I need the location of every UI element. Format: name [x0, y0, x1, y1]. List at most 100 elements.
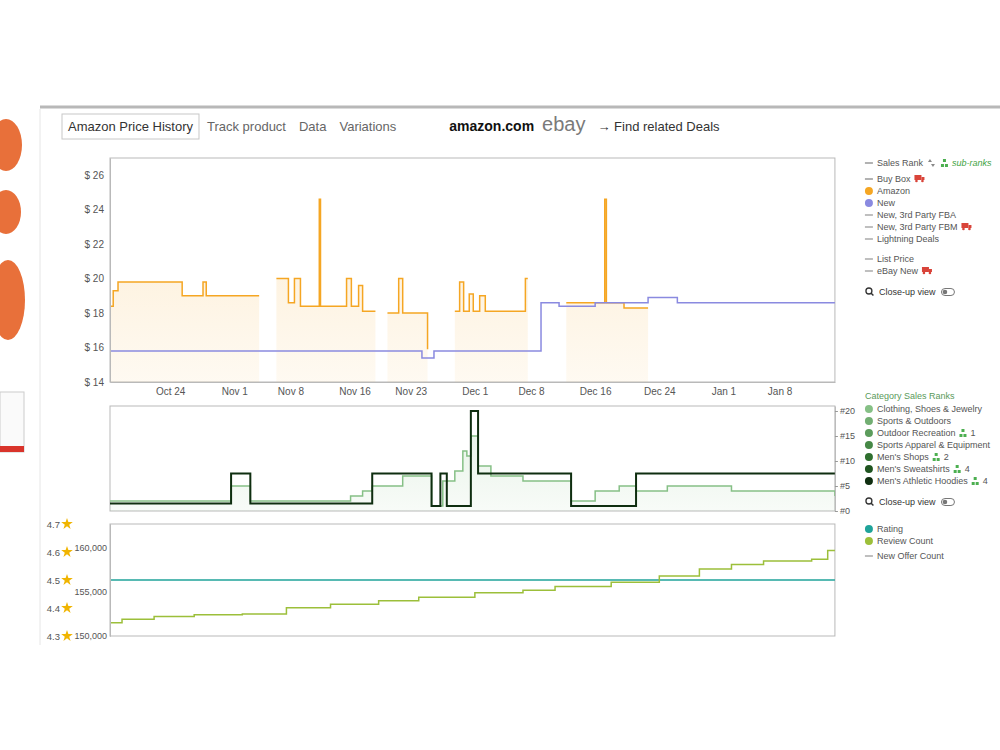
legend-marker [865, 258, 873, 260]
legend-item[interactable]: eBay New [865, 266, 932, 276]
legend-item[interactable]: Outdoor Recreation1 [865, 428, 976, 438]
closeup-toggle[interactable]: Close-up view [866, 497, 955, 507]
legend-label: Amazon [877, 186, 910, 196]
sub-rank-icon [954, 465, 961, 473]
shipping-icon [914, 175, 924, 182]
sub-ranks-link[interactable]: sub-ranks [952, 158, 992, 168]
legend-label: Review Count [877, 536, 934, 546]
store-logo[interactable]: ebay [542, 113, 585, 135]
magnifier-icon [871, 293, 874, 296]
tick-label: 160,000 [74, 543, 107, 553]
legend-item[interactable]: New Offer Count [865, 551, 944, 561]
legend-label: Outdoor Recreation [877, 428, 956, 438]
legend-label: New, 3rd Party FBA [877, 210, 956, 220]
rating-stars [61, 518, 73, 641]
legend-marker [865, 199, 873, 207]
legend-label: Rating [877, 524, 903, 534]
tab[interactable]: Track product [207, 119, 286, 134]
tick: Nov 8 [278, 382, 305, 397]
plot-area [110, 411, 835, 511]
tick-label: Nov 1 [222, 386, 249, 397]
tab[interactable]: Data [299, 119, 327, 134]
series-line [110, 579, 835, 581]
legend-item[interactable]: Men's Shops2 [865, 452, 949, 462]
tick: Nov 1 [222, 382, 249, 397]
legend-marker [865, 555, 873, 557]
legend-item[interactable]: Men's Sweatshirts4 [865, 464, 970, 474]
legend-item[interactable]: New, 3rd Party FBA [865, 210, 956, 220]
legend-item[interactable]: Men's Athletic Hoodies4 [865, 476, 988, 486]
closeup-toggle[interactable]: Close-up view [866, 287, 955, 297]
tick-label: 4.4 [47, 603, 60, 614]
legend-item[interactable]: Sports Apparel & Equipment [865, 440, 991, 450]
store-logo[interactable]: amazon.com [449, 118, 534, 134]
series-line [110, 436, 835, 506]
icon-part [958, 470, 961, 473]
tab[interactable]: Variations [339, 119, 396, 134]
icon-part [922, 267, 929, 272]
tick-label: 4.7 [47, 519, 60, 530]
legend-marker [865, 214, 873, 216]
product-thumbnails [0, 119, 25, 452]
axis-line [111, 382, 836, 383]
tick-label: Oct 24 [156, 386, 186, 397]
icon-part [929, 269, 932, 272]
legend-item[interactable]: New, 3rd Party FBM [865, 222, 972, 232]
legend-marker [865, 238, 873, 240]
legend-item[interactable]: New [865, 198, 896, 208]
chart-panel: 4.34.44.54.64.7150,000155,000160,000 [47, 518, 835, 642]
icon-part [972, 482, 975, 485]
icon-part [933, 458, 936, 461]
legend-item[interactable]: Rating [865, 524, 903, 534]
plot-area [110, 199, 835, 382]
legend-item[interactable]: Lightning Deals [865, 234, 940, 244]
legend-marker [865, 417, 873, 425]
tick-mark [835, 411, 838, 412]
tick: #15 [835, 431, 855, 441]
icon-part [941, 164, 944, 167]
legend-marker [865, 441, 873, 449]
tick-label: Nov 16 [339, 386, 371, 397]
background [0, 0, 1000, 750]
plot-frame [110, 158, 835, 382]
series-line [110, 199, 648, 349]
plot-frame [110, 406, 835, 511]
tick-mark [835, 436, 838, 437]
tick: Jan 1 [712, 382, 737, 397]
legend-item[interactable]: Sales Ranksub-ranks [865, 158, 992, 168]
tick-mark [835, 461, 838, 462]
legend-label: Sports & Outdoors [877, 416, 952, 426]
axis: 150,000155,000160,000 [74, 525, 110, 642]
legend-marker [865, 178, 873, 180]
legend-item[interactable]: Amazon [865, 186, 910, 196]
toggle-knob [943, 290, 948, 295]
legend-label: New, 3rd Party FBM [877, 222, 958, 232]
axis: #0#5#10#15#20 [835, 406, 855, 516]
legend-item[interactable]: Sports & Outdoors [865, 416, 952, 426]
deals-link[interactable]: → Find related Deals [597, 119, 720, 134]
tick-label: $ 22 [85, 239, 105, 250]
legend-item[interactable]: List Price [865, 254, 914, 264]
legend-marker [865, 226, 873, 228]
chart-panel: #0#5#10#15#20 [110, 406, 855, 516]
legend-item[interactable]: Review Count [865, 536, 934, 546]
tick-label: #10 [840, 456, 855, 466]
legend: Sales Ranksub-ranks Buy Box Amazon New New, … [865, 158, 992, 297]
legend-label: List Price [877, 254, 914, 264]
icon-part [961, 429, 964, 432]
legend: Category Sales RanksClothing, Shoes & Je… [865, 391, 991, 507]
icon-part [935, 453, 938, 456]
product-thumbnail [0, 260, 25, 340]
icon-part [931, 164, 935, 167]
legend-item[interactable]: Clothing, Shoes & Jewelry [865, 404, 983, 414]
tick: Nov 16 [339, 382, 371, 397]
tick: #20 [835, 406, 855, 416]
tab[interactable]: Amazon Price History [68, 119, 193, 134]
axis-line [835, 407, 836, 512]
legend-label: Lightning Deals [877, 234, 940, 244]
product-thumbnail [0, 190, 21, 234]
legend-item[interactable]: Buy Box [865, 174, 925, 184]
rating-star [61, 518, 73, 529]
tick: 4.5 [47, 575, 110, 586]
tick: 160,000 [74, 543, 110, 553]
